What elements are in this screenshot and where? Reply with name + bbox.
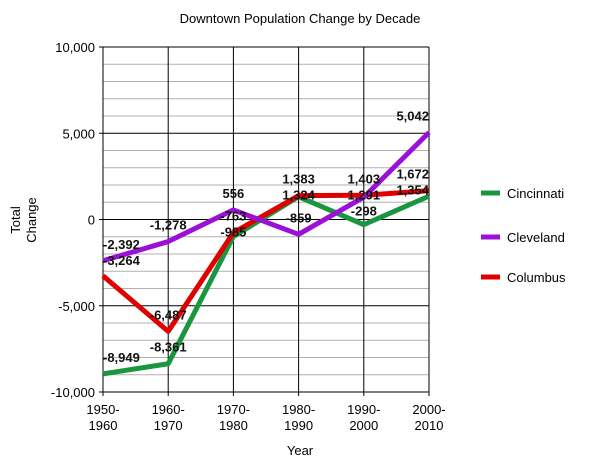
- legend-label: Cincinnati: [507, 186, 564, 201]
- data-label: 1,672: [396, 167, 429, 182]
- x-tick-label: 1960: [89, 418, 118, 433]
- x-tick-label: 1970-: [217, 402, 250, 417]
- data-label: 1,383: [282, 172, 315, 187]
- x-tick-label: 2000: [349, 418, 378, 433]
- series-line-cleveland: [102, 130, 431, 264]
- y-axis-title: Total: [8, 206, 23, 234]
- data-label: -859: [286, 210, 312, 225]
- data-label: -8,361: [150, 340, 187, 355]
- x-tick-label: 1990-: [347, 402, 380, 417]
- x-tick-label: 1980-: [282, 402, 315, 417]
- data-label: 1,403: [348, 171, 381, 186]
- x-tick-label: 1990: [284, 418, 313, 433]
- y-tick-label: 5,000: [62, 126, 95, 141]
- y-tick-label: -5,000: [58, 299, 95, 314]
- y-tick-label: 10,000: [55, 40, 95, 55]
- data-label: -6,487: [150, 307, 187, 322]
- legend-label: Cleveland: [507, 230, 565, 245]
- legend-label: Columbus: [507, 270, 566, 285]
- x-tick-label: 1970: [154, 418, 183, 433]
- data-label: 5,042: [396, 109, 429, 124]
- chart-title: Downtown Population Change by Decade: [180, 11, 421, 26]
- data-label: -763: [220, 209, 246, 224]
- data-label: 1,291: [348, 187, 381, 202]
- data-label: -2,392: [103, 237, 140, 252]
- data-label: -298: [351, 203, 377, 218]
- data-label: 1,324: [282, 188, 315, 203]
- data-label: -3,264: [103, 253, 141, 268]
- x-tick-label: 2000-: [412, 402, 445, 417]
- x-tick-label: 2010: [415, 418, 444, 433]
- x-axis-title: Year: [287, 443, 314, 458]
- x-tick-label: 1950-: [86, 402, 119, 417]
- x-tick-label: 1960-: [152, 402, 185, 417]
- series-line-columbus: [101, 188, 430, 334]
- y-tick-label: -10,000: [51, 385, 95, 400]
- y-axis-title: Change: [24, 197, 39, 243]
- data-label: 1,354: [396, 183, 429, 198]
- x-tick-label: 1980: [219, 418, 248, 433]
- data-label: -8,949: [103, 350, 140, 365]
- data-label: 556: [223, 186, 245, 201]
- data-label: -1,278: [150, 218, 187, 233]
- data-label: -985: [220, 225, 246, 240]
- y-tick-label: 0: [88, 213, 95, 228]
